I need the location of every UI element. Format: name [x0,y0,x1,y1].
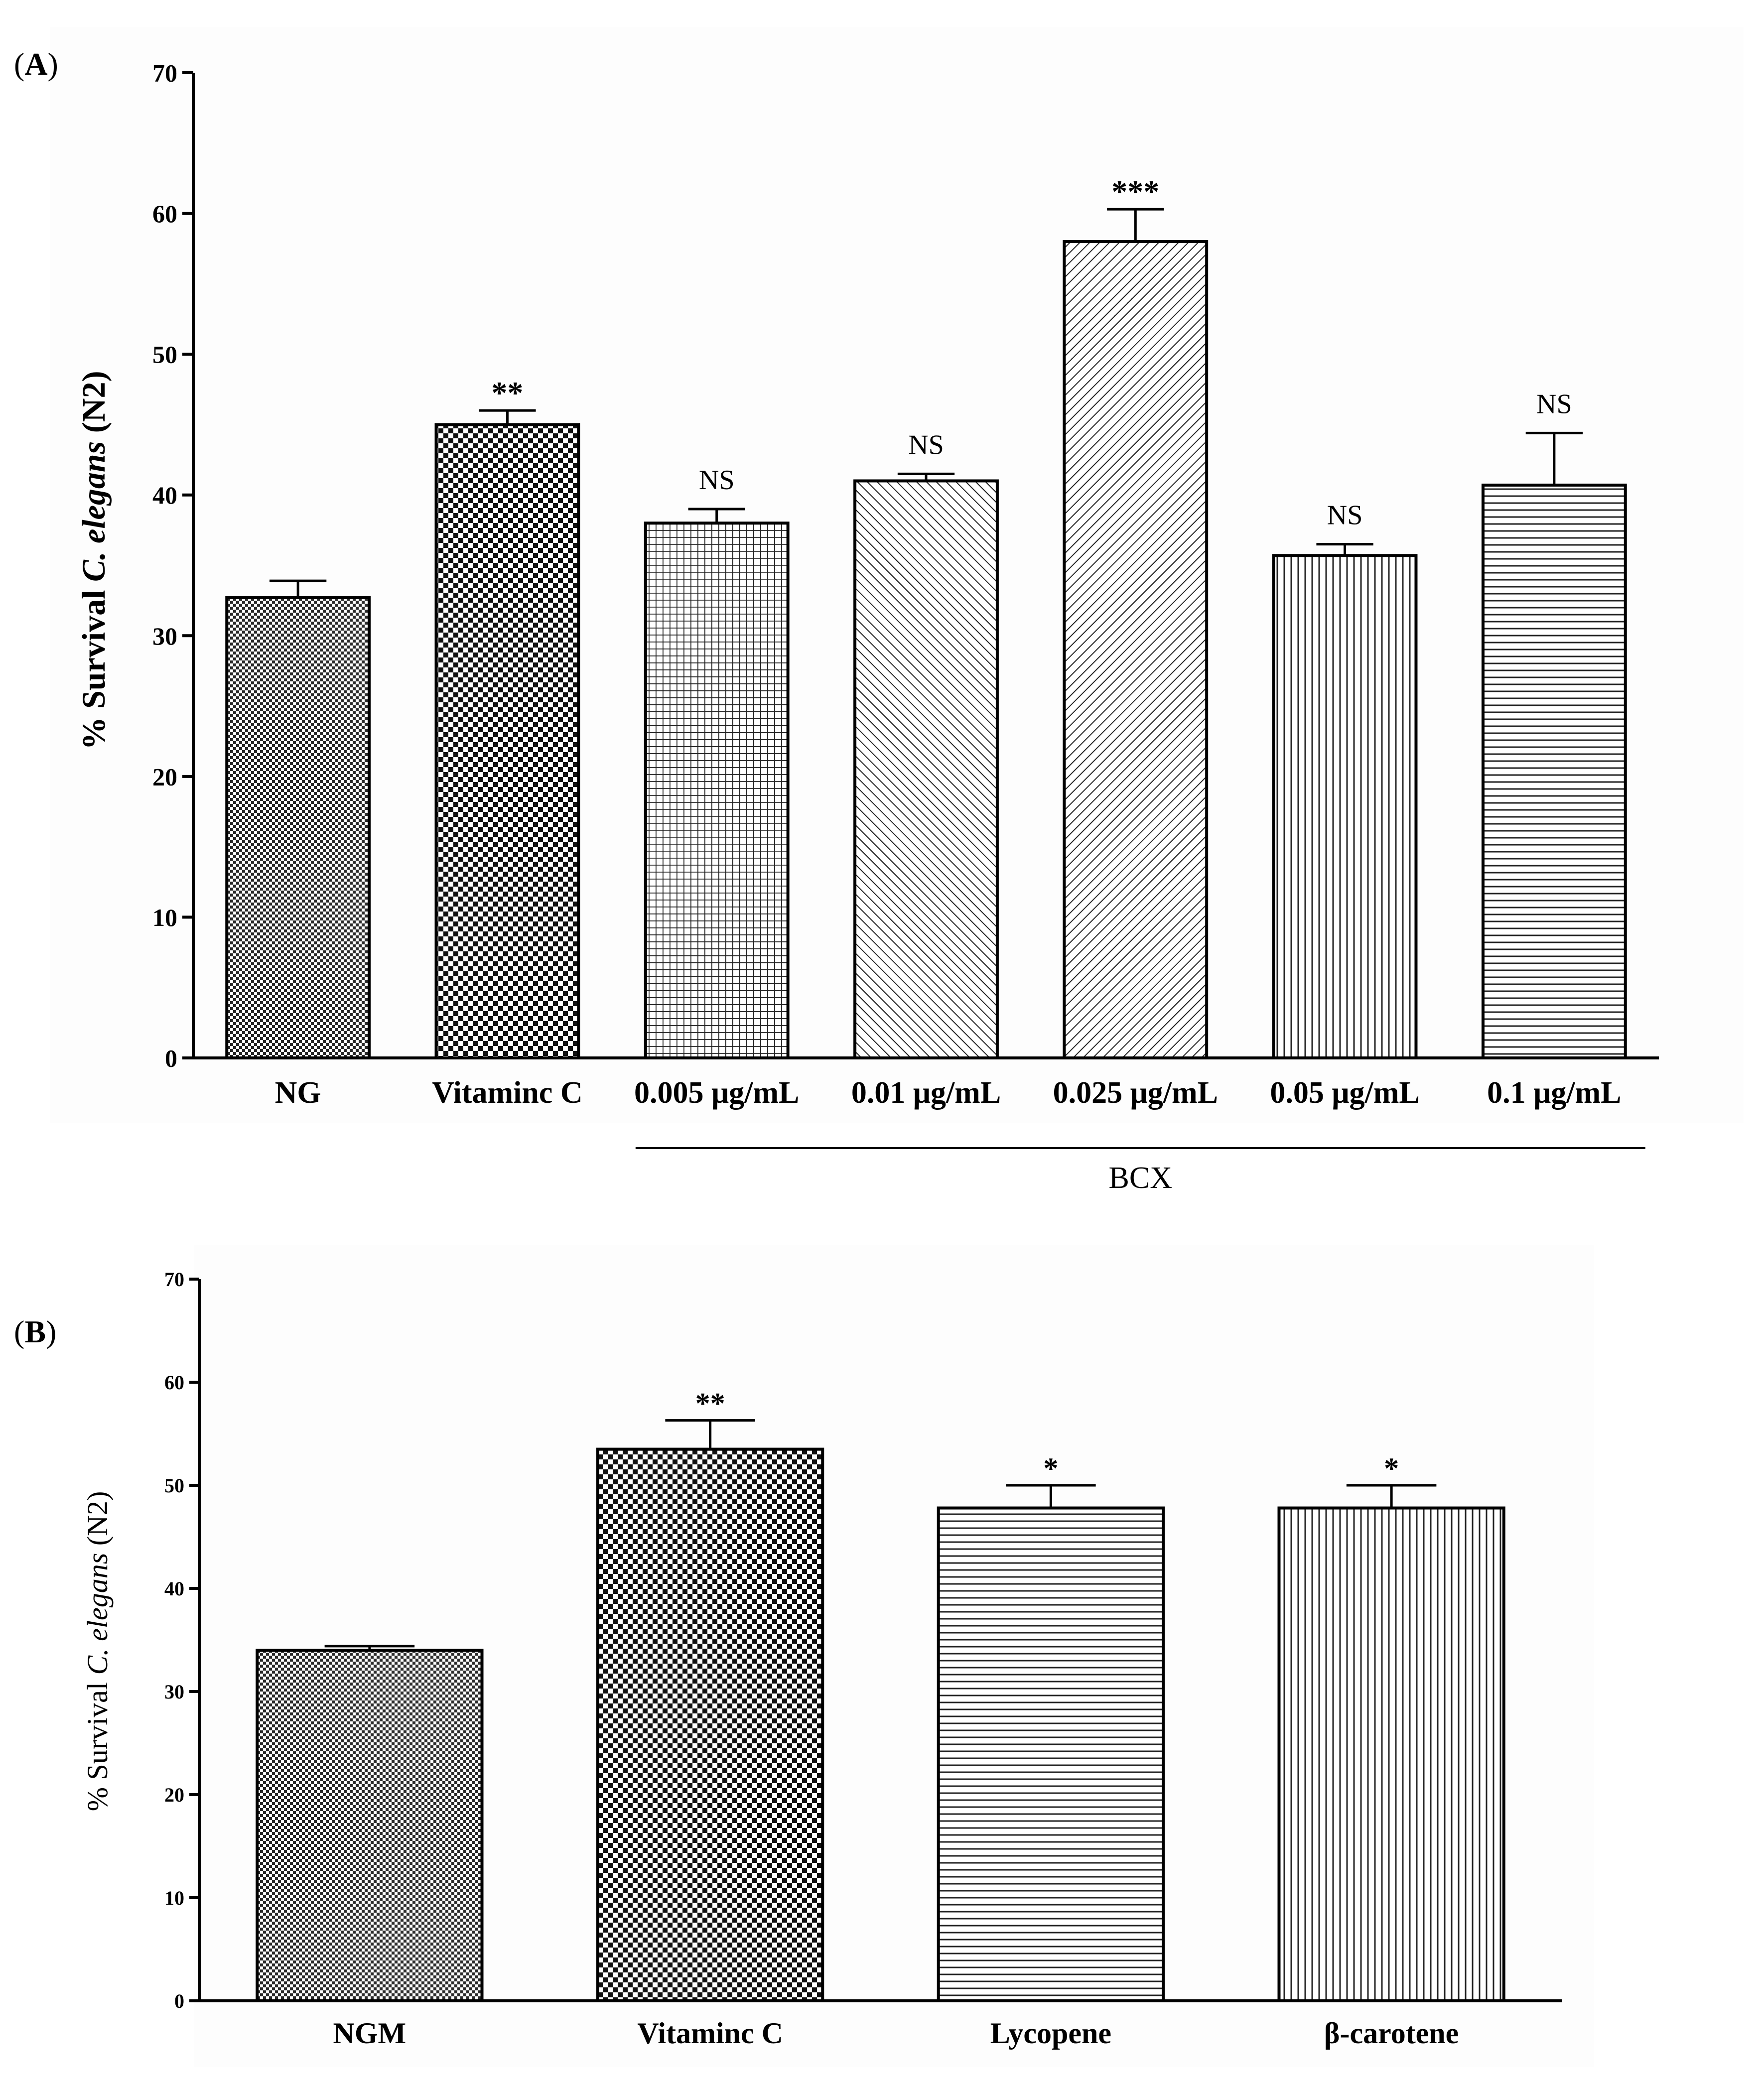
panel-a-label: (A) [14,46,58,82]
panel-a-category-label: Vitaminc C [432,1076,583,1110]
panel-a-chart: 0 10 20 30 40 50 60 70 NG ** Vitaminc C NS 0.005 μg/… [152,59,1659,1195]
panel-a-category-label: NG [275,1076,321,1110]
panel-b-y-tick-label: 10 [164,1887,184,1909]
panel-b-y-tick-label: 0 [174,1990,184,2012]
panel-b-significance-label: * [1043,1452,1058,1485]
panel-a-y-tick-label: 10 [152,904,177,931]
panel-a-bar [225,596,371,1059]
panel-a-bar [644,522,790,1059]
panel-a-significance-label: NS [1327,500,1363,531]
panel-a-y-tick-label: 50 [152,341,177,369]
panel-b-bar [1277,1506,1505,2003]
panel-b-y-tick-label: 30 [164,1681,184,1703]
panel-a-category-label: 0.05 μg/mL [1270,1076,1419,1110]
panel-b-y-axis-label: % Survival C. elegans (N2) [81,1491,114,1812]
panel-a-bar [1481,483,1627,1059]
panel-b-significance-label: * [1384,1452,1399,1485]
panel-a-bar [1272,554,1418,1059]
panel-a-bar [434,423,580,1059]
panel-a-y-tick-label: 70 [152,59,177,87]
panel-a-category-label: 0.1 μg/mL [1487,1076,1621,1110]
panel-b-chart: 0 10 20 30 40 50 60 70 NGM ** Vitaminc C * Lycopene *… [164,1268,1562,2050]
panel-a-category-label: 0.025 μg/mL [1053,1076,1218,1110]
panel-b-category-label: Vitaminc C [637,2017,783,2050]
panel-b-label: (B) [14,1314,56,1349]
panel-b-y-tick-label: 50 [164,1474,184,1497]
panel-a-significance-label: *** [1111,174,1159,209]
panel-a-category-label: 0.01 μg/mL [851,1076,1001,1110]
panel-a-y-tick-label: 30 [152,622,177,650]
panel-a-significance-label: ** [491,375,523,410]
panel-b-category-label: β-carotene [1324,2017,1459,2050]
panel-a-significance-label: NS [699,465,735,496]
panel-b-bar [937,1506,1165,2003]
panel-a-group-label: BCX [1109,1161,1172,1195]
panel-b-y-tick-label: 40 [164,1577,184,1600]
panel-a-bar [1063,240,1209,1060]
panel-a-y-tick-label: 0 [165,1044,177,1072]
panel-a-y-tick-label: 20 [152,763,177,790]
panel-b-category-label: Lycopene [990,2017,1111,2050]
panel-a-y-tick-label: 60 [152,200,177,228]
panel-b-bar [596,1447,824,2002]
panel-a-category-label: 0.005 μg/mL [634,1076,799,1110]
panel-b-bar [256,1649,484,2002]
panel-b-y-tick-label: 70 [164,1268,184,1291]
panel-b-y-tick-label: 20 [164,1784,184,1806]
panel-a-y-tick-label: 40 [152,481,177,509]
panel-a-significance-label: NS [908,429,944,460]
panel-a-y-axis-label: % Survival C. elegans (N2) [76,371,112,750]
panel-b-y-tick-label: 60 [164,1371,184,1394]
panel-b-significance-label: ** [695,1387,725,1420]
panel-a-significance-label: NS [1536,389,1572,419]
panel-b-category-label: NGM [333,2017,407,2050]
panel-a-bar [853,479,999,1059]
